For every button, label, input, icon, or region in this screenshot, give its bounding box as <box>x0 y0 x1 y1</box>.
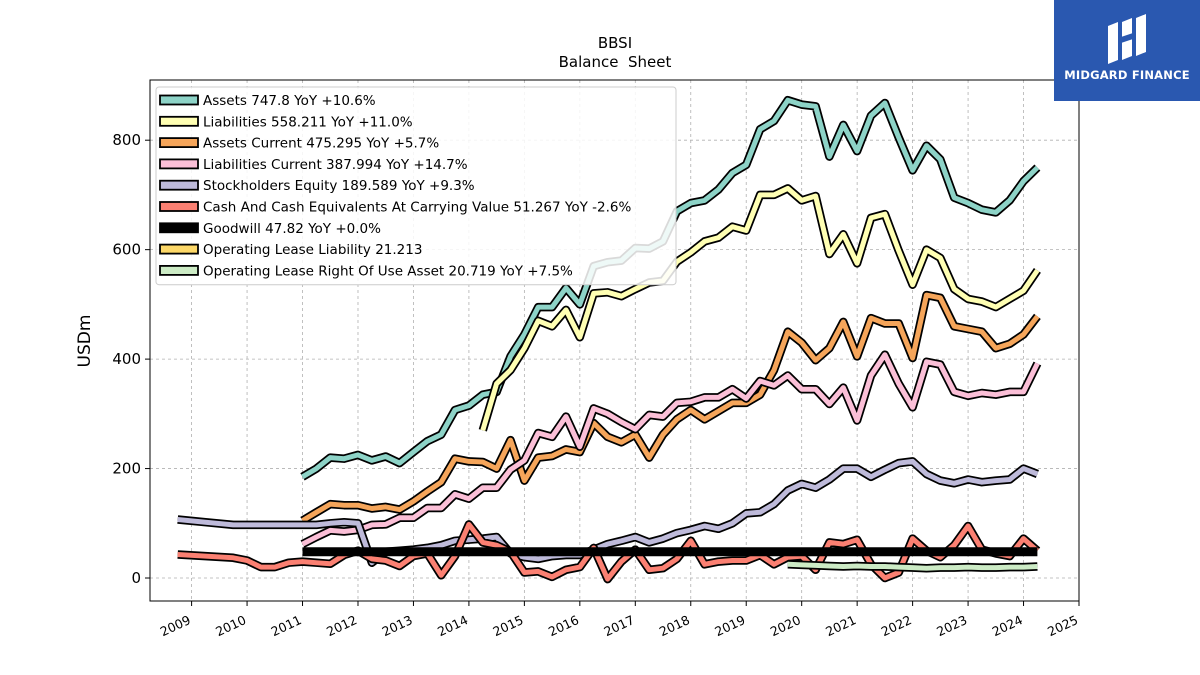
x-tick-label: 2025 <box>1045 612 1080 639</box>
series-8 <box>787 560 1038 573</box>
x-tick-label: 2009 <box>158 612 193 639</box>
brand-logo: MIDGARD FINANCE <box>1054 0 1200 101</box>
legend-swatch <box>159 137 199 149</box>
legend-item: Assets 747.8 YoY +10.6% <box>159 93 376 109</box>
legend-swatch <box>159 158 199 170</box>
legend-swatch <box>159 222 199 234</box>
plot-frame <box>149 79 1080 602</box>
series-line <box>787 561 1038 571</box>
legend-label: Cash And Cash Equivalents At Carrying Va… <box>203 200 631 216</box>
chart-title: BBSI <box>598 34 632 52</box>
chart-subtitle: Balance Sheet <box>559 53 672 71</box>
legend-item: Liabilities 558.211 YoY +11.0% <box>159 114 413 130</box>
series-1 <box>478 184 1041 432</box>
x-tick-label: 2023 <box>934 612 969 639</box>
x-tick-label: 2015 <box>490 612 525 639</box>
legend-swatch <box>159 179 199 191</box>
legend-swatch <box>159 115 199 127</box>
legend-label: Liabilities Current 387.994 YoY +14.7% <box>203 157 468 173</box>
x-tick-label: 2013 <box>380 612 415 639</box>
series-line <box>301 352 1040 547</box>
series-2 <box>300 290 1041 525</box>
legend-label: Stockholders Equity 189.589 YoY +9.3% <box>203 178 475 194</box>
y-tick-label: 800 <box>112 131 141 149</box>
midgard-logo-icon <box>1108 14 1146 64</box>
series-3 <box>300 350 1042 548</box>
x-tick-label: 2021 <box>823 612 858 639</box>
x-tick-label: 2024 <box>990 612 1025 639</box>
legend-swatch <box>159 264 199 276</box>
legend-item: Cash And Cash Equivalents At Carrying Va… <box>159 200 631 216</box>
legend-item: Goodwill 47.82 YoY +0.0% <box>159 221 381 237</box>
legend-label: Operating Lease Right Of Use Asset 20.71… <box>203 263 573 279</box>
legend-item: Liabilities Current 387.994 YoY +14.7% <box>159 157 468 173</box>
y-tick-label: 0 <box>131 569 141 587</box>
x-tick-label: 2020 <box>768 612 803 639</box>
x-tick-label: 2014 <box>435 612 470 639</box>
legend-label: Goodwill 47.82 YoY +0.0% <box>203 221 381 237</box>
x-tick-label: 2012 <box>324 612 359 639</box>
legend-label: Assets 747.8 YoY +10.6% <box>203 93 376 109</box>
x-tick-label: 2022 <box>879 612 914 639</box>
y-tick-label: 600 <box>112 241 141 259</box>
legend-label: Operating Lease Liability 21.213 <box>203 242 422 258</box>
legend-item: Operating Lease Liability 21.213 <box>159 242 422 258</box>
y-tick-label: 200 <box>112 460 141 478</box>
legend-swatch <box>159 243 199 255</box>
brand-name: MIDGARD FINANCE <box>1064 68 1190 82</box>
y-axis-label: USDm <box>75 315 95 368</box>
legend-item: Operating Lease Right Of Use Asset 20.71… <box>159 263 573 279</box>
legend-item: Assets Current 475.295 YoY +5.7% <box>159 136 439 152</box>
legend-box <box>155 86 677 286</box>
y-tick-label: 400 <box>112 350 141 368</box>
legend: Assets 747.8 YoY +10.6% Liabilities 558.2… <box>155 86 677 286</box>
x-tick-label: 2019 <box>712 612 747 639</box>
x-tick-label: 2017 <box>601 612 636 639</box>
x-tick-label: 2016 <box>546 612 581 639</box>
x-tick-label: 2018 <box>657 612 692 639</box>
series-line <box>480 185 1040 432</box>
x-tick-label: 2011 <box>269 612 304 639</box>
legend-item: Stockholders Equity 189.589 YoY +9.3% <box>159 178 475 194</box>
legend-swatch <box>159 201 199 212</box>
x-tick-label: 2010 <box>213 612 248 639</box>
legend-label: Liabilities 558.211 YoY +11.0% <box>203 114 413 130</box>
series-line <box>301 292 1040 523</box>
legend-swatch <box>159 94 199 106</box>
legend-label: Assets Current 475.295 YoY +5.7% <box>203 136 439 152</box>
